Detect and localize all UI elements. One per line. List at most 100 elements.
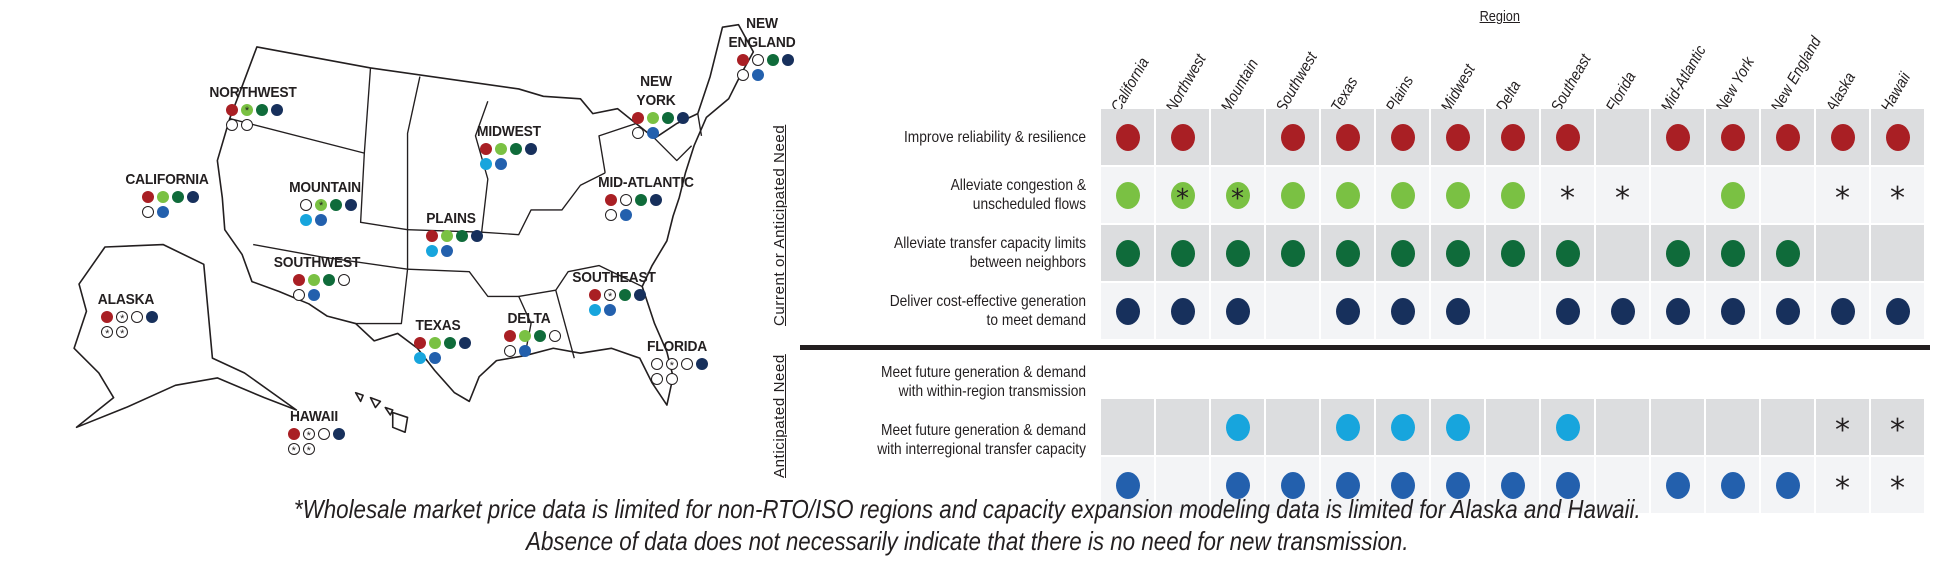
map-need-dot [632,112,645,125]
map-need-dot [647,112,660,125]
map-need-dot [635,193,648,206]
map-no-need-circle [317,428,330,441]
need-dot [1445,471,1470,499]
matrix-cell [1706,399,1759,455]
need-dot [1555,413,1580,441]
map-marker-row [226,118,253,131]
map-need-dot [604,303,617,316]
need-dot [1280,239,1305,267]
map-marker-row [737,54,795,67]
region-boundaries [229,67,703,359]
map-need-dot [510,143,523,156]
map-region-label: NEW YORK [636,72,675,110]
need-dot [1170,297,1195,325]
map-limited-data-icon: * [116,326,129,340]
map-need-dot [330,198,343,211]
map-label-line: NEW [639,73,672,91]
map-need-dot [533,329,546,342]
matrix-cell [1266,457,1319,513]
map-no-need-circle [241,118,253,131]
map-need-dot [157,191,170,204]
matrix-cell [1376,109,1429,165]
matrix-cell [1596,457,1649,513]
limited-data-asterisk-icon: * [1560,181,1575,216]
matrix-cell [1156,225,1209,281]
matrix-cell [1651,225,1704,281]
map-marker-row [503,344,531,357]
need-dot [1830,297,1855,325]
map-need-dot [782,54,795,67]
matrix-cell [1321,457,1374,513]
row-label-line: Improve reliability & resilience [903,128,1086,146]
map-marker-row: * [589,288,647,303]
map-need-dot [426,244,439,257]
need-dot [1665,297,1690,325]
matrix-cell [1596,283,1649,339]
map-no-need-circle [620,193,633,206]
map-marker-row: * [101,311,159,325]
limited-data-asterisk-icon: * [1890,413,1905,448]
need-dot [1885,297,1910,325]
map-need-dot [677,112,690,125]
need-dot [1390,181,1415,209]
matrix-cell [1101,399,1154,455]
matrix-cell [1486,283,1539,339]
matrix-cell [1101,167,1154,223]
need-dot [1665,471,1690,499]
map-need-dot [443,337,456,350]
map-region-label: PLAINS [426,209,476,228]
map-marker-row [589,303,617,316]
map-need-dot [634,288,647,301]
need-dot [1335,239,1360,267]
matrix-cell [1431,283,1484,339]
map-label-line: SOUTHWEST [274,254,361,272]
map-no-need-circle [605,208,618,221]
need-dot [1445,297,1470,325]
need-region-matrix: * * * * * * * * * * [1101,109,1924,513]
matrix-cell [1211,225,1264,281]
map-need-dot [413,352,426,365]
map-need-dot [322,274,335,287]
map-marker-row [632,127,660,140]
matrix-cell [1871,225,1924,281]
matrix-cell [1156,457,1209,513]
need-dot [1390,239,1415,267]
map-need-dot [307,274,320,287]
matrix-cell [1376,167,1429,223]
map-marker-row [480,158,508,171]
matrix-cell [1596,225,1649,281]
row-label-line: Alleviate transfer capacity limits [894,235,1086,252]
column-header: New England [1768,33,1825,115]
map-no-need-circle [680,358,693,371]
alaska-outline [73,243,298,429]
map-region-label: DELTA [507,309,550,328]
need-dot [1115,297,1140,325]
matrix-cell [1486,225,1539,281]
map-marker-row: * * [101,326,129,340]
us-map-outline [73,23,755,434]
matrix-cell [1651,283,1704,339]
map-label-line: FLORIDA [646,338,707,356]
column-header: Northwest [1163,51,1210,115]
matrix-cell [1541,283,1594,339]
map-region-label: HAWAII [290,407,338,426]
map-need-dot [518,329,531,342]
need-dot [1170,239,1195,267]
map-no-need-circle [131,311,144,324]
column-header: Southeast [1548,51,1595,115]
map-need-dot [752,69,765,82]
matrix-cell [1321,225,1374,281]
limited-data-asterisk-icon: * [1890,181,1905,216]
map-need-dot [589,288,602,301]
map-limited-data-icon: * [287,443,300,457]
need-dot [1115,181,1140,209]
map-need-dot [456,229,469,242]
map-region-label: NEW ENGLAND [729,14,796,52]
matrix-cell: * [1156,167,1209,223]
map-need-dot [441,229,454,242]
map-need-dot [662,112,675,125]
need-dot [1225,413,1250,441]
map-no-need-circle [650,373,663,386]
column-header: Southwest [1273,49,1321,115]
matrix-cell [1266,109,1319,165]
